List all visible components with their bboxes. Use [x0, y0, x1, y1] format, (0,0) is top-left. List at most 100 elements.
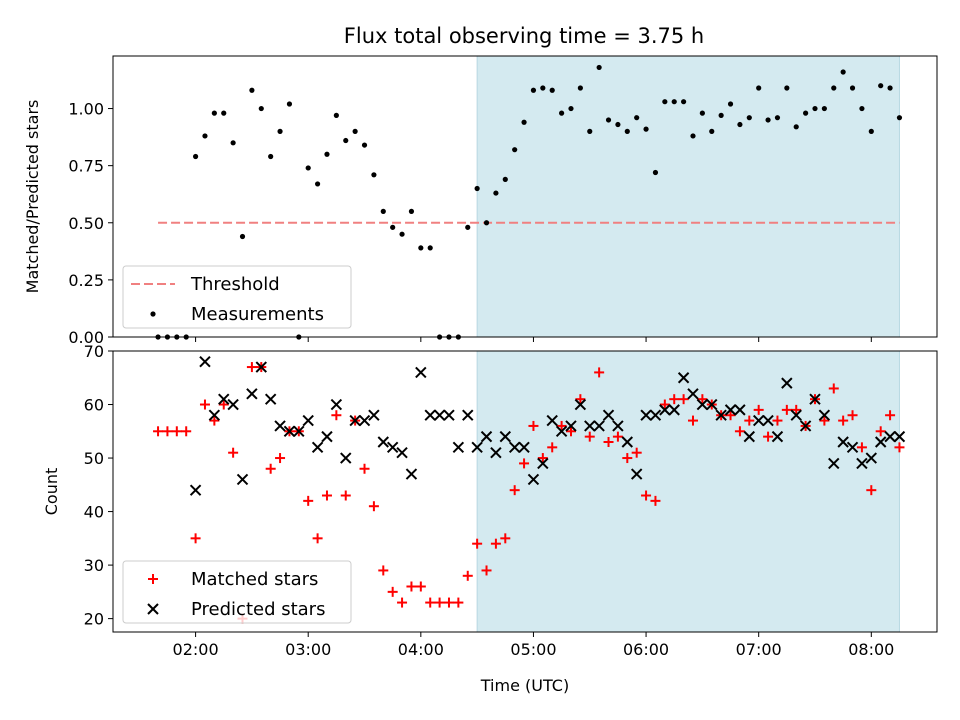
predicted-star-point	[724, 404, 737, 416]
predicted-star-point	[734, 404, 746, 416]
measurement-point	[756, 85, 762, 91]
cross-b	[602, 409, 615, 421]
legend-threshold-label: Threshold	[190, 274, 280, 295]
matched-star-point	[425, 597, 436, 608]
matched-star-point	[453, 597, 464, 608]
cross-b	[687, 388, 699, 400]
predicted-star-point	[809, 393, 821, 405]
cross-b	[368, 409, 380, 421]
predicted-star-point	[218, 393, 230, 405]
matched-star-point	[866, 485, 877, 496]
matched-star-point	[209, 415, 220, 426]
cross-b	[518, 441, 530, 454]
measurement-point	[202, 133, 208, 139]
measurement-point	[699, 110, 705, 116]
ratio-plot-frame	[112, 55, 938, 338]
predicted-star-point	[452, 441, 465, 454]
predicted-star-point	[377, 436, 389, 448]
predicted-star-point	[283, 425, 296, 437]
cross-b	[227, 398, 239, 411]
measurement-point	[465, 224, 471, 230]
predicted-star-point	[480, 430, 493, 443]
count-plot-frame	[112, 350, 938, 633]
predicted-star-point	[274, 420, 286, 432]
predicted-star-point	[405, 468, 418, 480]
cross-b	[612, 420, 624, 432]
legend-measurement-swatch	[150, 311, 156, 317]
cross-b	[668, 404, 680, 416]
matched-star-point	[519, 458, 530, 469]
matched-star-point	[331, 410, 342, 421]
measurement-point	[286, 101, 293, 107]
matched-star-point	[875, 426, 886, 437]
cross-b	[452, 441, 465, 454]
predicted-star-point	[537, 457, 549, 470]
measurement-point	[634, 115, 640, 121]
cross-b	[574, 398, 587, 411]
x-tick-label: 03:00	[285, 640, 331, 659]
measurement-point	[681, 99, 687, 105]
measurement-point	[343, 137, 349, 144]
y-tick-label: 40	[84, 503, 104, 522]
measurement-point	[868, 128, 874, 134]
matched-star-point	[218, 399, 229, 410]
cross-b	[537, 457, 549, 470]
cross-b	[884, 430, 896, 443]
predicted-star-point	[227, 398, 239, 411]
measurement-point	[399, 231, 405, 237]
y-tick-label: 70	[84, 342, 104, 361]
measurement-point	[230, 140, 236, 146]
predicted-star-point	[893, 430, 906, 443]
matched-star-point	[885, 410, 896, 421]
cross-b	[330, 398, 343, 411]
matched-star-point	[359, 463, 370, 474]
matched-star-point	[406, 581, 417, 592]
measurement-point	[709, 128, 715, 134]
predicted-star-point	[349, 414, 361, 427]
predicted-star-point	[677, 372, 690, 384]
measurement-point	[587, 128, 593, 134]
legend-box	[122, 265, 352, 329]
predicted-star-point	[781, 377, 793, 389]
measurement-point	[765, 117, 771, 123]
predicted-star-point	[527, 473, 540, 486]
measurement-point	[605, 117, 612, 123]
x-tick-label: 05:00	[510, 640, 556, 659]
matched-star-point	[781, 404, 792, 415]
predicted-star-point	[659, 404, 671, 416]
matched-star-point	[368, 501, 379, 512]
measurement-point	[333, 112, 339, 118]
matched-star-point	[584, 431, 595, 442]
ratio-axis-ticks: 0.00 0.25 0.50 0.75 1.00	[68, 100, 872, 347]
predicted-star-point	[340, 452, 352, 464]
cross-b	[462, 409, 474, 421]
cross-b	[809, 393, 821, 405]
predicted-star-point	[302, 414, 314, 427]
measurement-point	[221, 110, 227, 116]
matched-star-point	[556, 420, 567, 431]
matched-star-point	[734, 426, 745, 437]
count-axis-ticks: 02:00 03:00 04:00 05:00 06:00 07:00 08:00 20 30 4…	[84, 342, 895, 659]
cross-b	[677, 372, 690, 384]
matched-star-point	[199, 399, 210, 410]
x-tick-label: 08:00	[848, 640, 894, 659]
predicted-star-point	[433, 409, 446, 421]
measurement-point	[662, 99, 668, 105]
cross-b	[818, 409, 831, 421]
matched-star-point	[443, 597, 454, 608]
legend-measurements-label: Measurements	[191, 304, 324, 325]
cross-b	[236, 473, 249, 486]
measurement-point	[803, 110, 809, 116]
cross-b	[340, 452, 352, 464]
count-legend: Matched stars Predicted stars	[122, 560, 352, 624]
matched-star-point	[744, 415, 755, 426]
matched-star-point	[669, 394, 680, 405]
cross-b	[865, 452, 878, 464]
measurement-point	[314, 181, 321, 187]
cross-b	[189, 484, 202, 496]
matched-star-point	[275, 453, 286, 464]
measurement-point	[211, 110, 217, 116]
measurement-point	[474, 185, 480, 192]
predicted-star-point	[865, 452, 878, 464]
